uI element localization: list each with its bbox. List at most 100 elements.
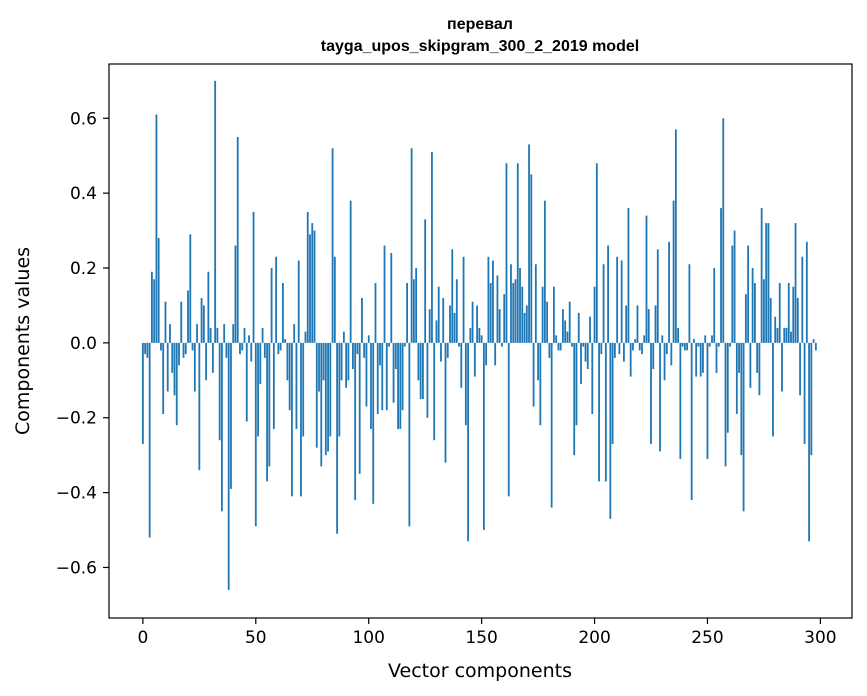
- bar-295: [808, 342, 810, 542]
- bar-102: [372, 342, 375, 504]
- bar-112: [394, 342, 397, 370]
- bar-170: [525, 305, 528, 343]
- bar-37: [225, 342, 228, 358]
- x-tick-label-250: 250: [691, 628, 723, 648]
- bar-74: [309, 234, 311, 343]
- bar-140: [458, 342, 460, 347]
- y-tick-label-4: 0.2: [70, 259, 97, 279]
- bar-126: [426, 342, 429, 418]
- bar-211: [618, 342, 621, 355]
- bar-43: [239, 342, 241, 355]
- bar-12: [169, 324, 171, 343]
- bar-234: [670, 342, 673, 366]
- bar-167: [519, 268, 521, 343]
- bar-188: [566, 331, 569, 343]
- bar-194: [580, 342, 582, 385]
- bar-8: [160, 342, 162, 351]
- bar-63: [284, 339, 287, 343]
- bar-32: [214, 80, 217, 343]
- bar-237: [677, 327, 680, 343]
- bar-5: [153, 279, 156, 343]
- bar-159: [501, 342, 503, 347]
- bar-25: [198, 342, 201, 471]
- bar-225: [650, 342, 652, 444]
- bar-298: [814, 342, 817, 351]
- bar-174: [534, 264, 537, 343]
- y-tick-label-3: 0.0: [70, 334, 97, 354]
- bar-214: [625, 305, 628, 343]
- bar-86: [336, 342, 338, 534]
- bar-182: [552, 286, 555, 343]
- bar-268: [747, 245, 750, 343]
- bar-90: [345, 342, 348, 388]
- bar-52: [259, 342, 262, 385]
- bar-48: [250, 342, 253, 362]
- bar-62: [281, 282, 284, 343]
- bar-96: [358, 342, 361, 474]
- bar-261: [731, 245, 734, 343]
- bar-64: [286, 342, 289, 381]
- bar-72: [304, 331, 307, 343]
- bar-179: [546, 301, 549, 343]
- bar-210: [616, 256, 619, 343]
- bar-277: [767, 223, 770, 343]
- bar-280: [774, 316, 777, 343]
- bar-150: [480, 335, 483, 343]
- bar-288: [792, 286, 795, 343]
- bar-286: [787, 282, 790, 343]
- bar-1: [144, 342, 147, 355]
- bar-269: [749, 342, 752, 388]
- bar-293: [803, 342, 806, 444]
- bar-82: [327, 342, 329, 452]
- bar-129: [433, 342, 436, 441]
- bar-23: [193, 342, 196, 392]
- bar-297: [812, 339, 815, 343]
- bar-100: [367, 335, 370, 343]
- bar-92: [349, 200, 352, 343]
- bar-186: [562, 309, 564, 343]
- bar-239: [681, 342, 684, 347]
- bar-244: [693, 339, 695, 343]
- bar-232: [665, 342, 668, 355]
- bar-183: [555, 335, 558, 343]
- bar-142: [462, 256, 465, 343]
- bar-216: [629, 342, 632, 377]
- bar-284: [783, 327, 786, 343]
- bar-81: [324, 342, 327, 456]
- bar-264: [738, 342, 740, 373]
- bar-224: [647, 309, 650, 343]
- bar-221: [641, 342, 643, 355]
- bar-113: [397, 342, 399, 429]
- bar-165: [514, 279, 517, 343]
- bar-223: [645, 215, 648, 343]
- bar-41: [234, 245, 237, 343]
- bar-262: [733, 230, 736, 343]
- bar-109: [388, 342, 390, 347]
- bar-51: [257, 342, 259, 437]
- bar-108: [385, 342, 388, 411]
- bar-134: [444, 342, 447, 463]
- bar-34: [218, 342, 221, 441]
- bar-169: [523, 312, 526, 343]
- bar-84: [331, 148, 334, 343]
- bar-61: [279, 342, 282, 351]
- bar-78: [318, 342, 320, 392]
- bar-7: [157, 238, 160, 343]
- bar-15: [175, 342, 178, 426]
- bar-35: [221, 342, 223, 512]
- y-tick-label-0: −0.6: [56, 558, 97, 578]
- bar-154: [489, 282, 492, 343]
- bar-10: [164, 301, 167, 343]
- bar-192: [575, 342, 578, 426]
- bar-131: [437, 286, 440, 343]
- bar-46: [245, 342, 248, 422]
- bar-66: [291, 342, 293, 497]
- bars-group: [141, 80, 817, 590]
- bar-233: [668, 241, 670, 343]
- x-tick-label-200: 200: [578, 628, 610, 648]
- bar-242: [688, 264, 691, 343]
- bar-273: [758, 342, 761, 396]
- bar-275: [763, 279, 765, 343]
- bar-291: [799, 342, 801, 396]
- bar-187: [564, 320, 567, 343]
